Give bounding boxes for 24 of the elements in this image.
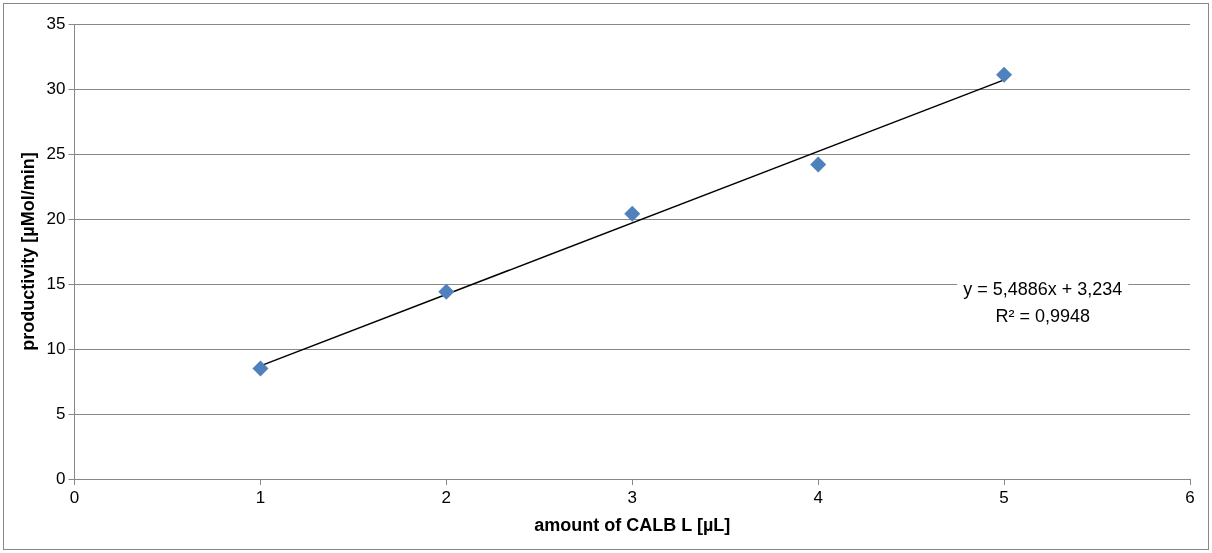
x-tick-label: 1 — [255, 487, 266, 507]
x-tick-label: 6 — [1185, 487, 1195, 507]
y-axis-title: productivity [µMol/min] — [17, 152, 38, 351]
y-tick-label: 20 — [46, 208, 66, 228]
point — [996, 66, 1013, 83]
x-tick-label: 5 — [999, 487, 1009, 507]
x-tick-label: 3 — [627, 487, 637, 507]
point — [438, 283, 455, 300]
point — [624, 205, 641, 222]
annotation: R² = 0,9948 — [995, 305, 1091, 326]
y-tick-label: 0 — [56, 468, 66, 488]
x-tick-label: 0 — [69, 487, 80, 507]
y-tick-label: 15 — [46, 273, 66, 293]
x-tick-label: 2 — [441, 487, 452, 507]
point — [810, 156, 827, 173]
y-tick-label: 25 — [46, 143, 66, 163]
y-tick-label: 30 — [46, 78, 66, 98]
annotation: y = 5,4886x + 3,234 — [963, 278, 1123, 299]
x-axis-title: amount of CALB L [µL] — [534, 515, 731, 536]
y-tick-label: 5 — [56, 403, 66, 423]
point — [252, 360, 269, 377]
y-tick-label: 10 — [46, 338, 66, 358]
x-tick-label: 4 — [813, 487, 823, 507]
y-tick-label: 35 — [46, 13, 66, 33]
